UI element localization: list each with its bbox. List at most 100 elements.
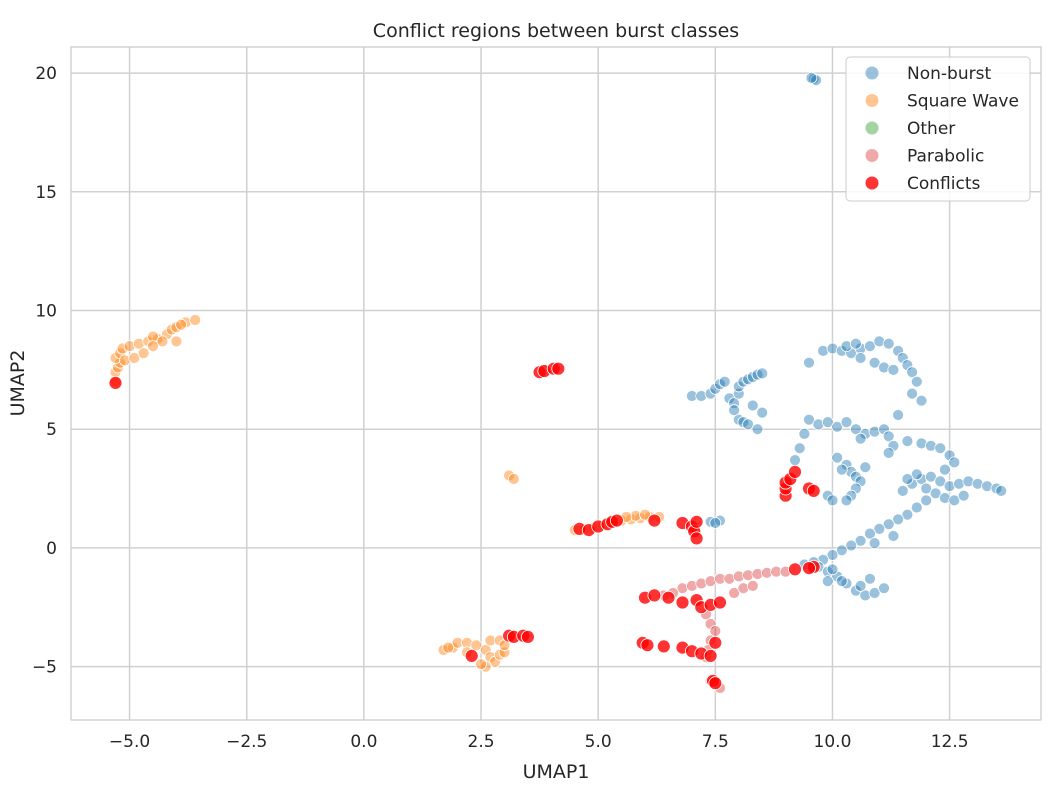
scatter-point (901, 508, 914, 521)
scatter-point (695, 577, 708, 590)
scatter-point (953, 477, 965, 490)
scatter-point (821, 489, 834, 502)
legend-marker (865, 94, 879, 107)
scatter-point (850, 584, 862, 597)
scatter-point (971, 477, 984, 490)
scatter-point (704, 387, 717, 400)
scatter-point (850, 482, 862, 495)
scatter-point (479, 644, 492, 656)
scatter-point (751, 368, 764, 381)
scatter-point (521, 630, 535, 644)
scatter-point (647, 588, 662, 603)
scatter-point (887, 530, 900, 542)
scatter-point (864, 340, 876, 353)
scatter-point (896, 484, 909, 497)
scatter-point (689, 531, 704, 546)
scatter-point (878, 361, 890, 374)
scatter-point (892, 344, 904, 357)
scatter-point (709, 382, 722, 395)
scatter-point (806, 483, 821, 498)
scatter-point (850, 470, 862, 483)
scatter-point (948, 456, 961, 469)
scatter-point (708, 635, 723, 650)
scatter-point (647, 513, 662, 528)
y-tick-label: 10 (35, 302, 57, 322)
scatter-point (831, 451, 844, 464)
scatter-point (910, 501, 923, 514)
scatter-point (686, 580, 698, 592)
scatter-point (675, 595, 690, 610)
scatter-point (746, 580, 759, 592)
scatter-point (915, 437, 928, 450)
scatter-point (943, 480, 956, 493)
scatter-point (639, 508, 651, 521)
y-tick-label: 0 (46, 539, 57, 559)
scatter-point (812, 418, 825, 431)
series-non-burst (686, 72, 1008, 602)
scatter-point (756, 367, 769, 380)
scatter-point (116, 342, 129, 355)
scatter-point (475, 658, 487, 671)
scatter-point (676, 582, 689, 595)
scatter-point (732, 380, 745, 393)
scatter-point (802, 561, 816, 575)
legend-marker (865, 66, 879, 80)
scatter-point (868, 425, 881, 438)
scatter-point (859, 427, 872, 440)
scatter-point (119, 354, 131, 367)
scatter-point (803, 413, 815, 426)
scatter-point (892, 409, 904, 421)
scatter-point (470, 639, 483, 652)
scatter-point (840, 458, 853, 471)
series-square-wave (109, 314, 665, 673)
series-conflicts (108, 361, 821, 691)
scatter-point (906, 366, 918, 379)
scatter-point (957, 489, 970, 502)
legend-label: Other (907, 119, 955, 139)
y-tick-label: 15 (35, 183, 57, 203)
legend-marker (865, 176, 879, 190)
scatter-point (920, 494, 933, 507)
scatter-point (805, 72, 818, 84)
scatter-point (821, 575, 834, 587)
scatter-point (854, 342, 867, 355)
scatter-point (831, 420, 844, 433)
plot-frame (70, 46, 1042, 721)
x-tick-label: 12.5 (931, 732, 969, 752)
scatter-point (464, 649, 479, 663)
scatter-point (686, 390, 698, 402)
x-axis-title: UMAP1 (523, 761, 590, 783)
scatter-point (878, 423, 890, 436)
scatter-point (934, 442, 947, 455)
scatter-point (850, 423, 862, 436)
scatter-point (864, 527, 876, 540)
scatter-point (484, 634, 497, 647)
scatter-point (137, 347, 150, 360)
scatter-point (929, 487, 942, 500)
scatter-point (948, 494, 961, 507)
y-tick-label: −5 (32, 658, 57, 678)
scatter-point (835, 544, 848, 557)
scatter-point (175, 318, 188, 331)
points-layer (108, 72, 1008, 694)
scatter-point (656, 639, 671, 654)
scatter-point (920, 482, 933, 495)
scatter-point (728, 404, 740, 417)
y-tick-label: 20 (35, 64, 57, 84)
scatter-point (629, 509, 642, 522)
y-tick-label: 5 (46, 420, 57, 440)
chart-title: Conflict regions between burst classes (373, 20, 739, 42)
scatter-point (170, 335, 183, 348)
scatter-point (817, 553, 829, 566)
scatter-point (723, 572, 736, 585)
scatter-point (789, 454, 801, 467)
scatter-point (728, 587, 740, 599)
scatter-point (864, 572, 876, 585)
scatter-point (826, 549, 839, 561)
scatter-point (962, 475, 975, 488)
scatter-point (704, 515, 717, 528)
x-tick-label: 7.5 (702, 732, 729, 752)
scatter-point (793, 442, 806, 455)
scatter-point (451, 636, 464, 649)
